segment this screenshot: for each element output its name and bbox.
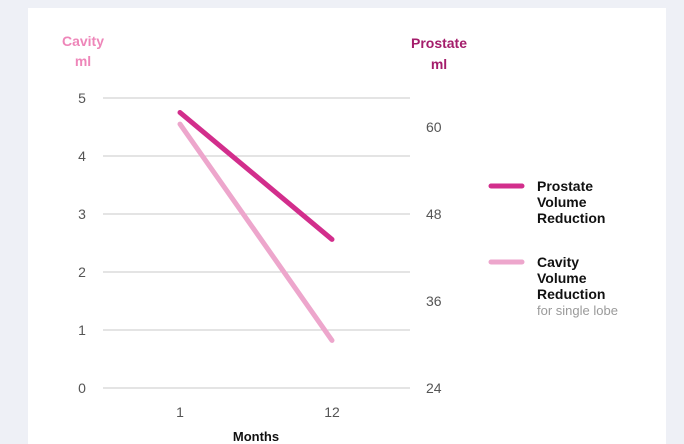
chart-card <box>28 8 666 444</box>
left-tick-label-3: 3 <box>78 206 86 222</box>
legend-label-1-line-1: Prostate <box>537 178 593 194</box>
right-axis-title-line-2: ml <box>431 56 447 72</box>
right-tick-label-48: 48 <box>426 206 442 222</box>
legend-label-1-line-2: Volume <box>537 194 587 210</box>
series-line-2 <box>177 121 335 343</box>
legend-label-2-line-1: Cavity <box>537 254 579 270</box>
left-tick-label-1: 1 <box>78 322 86 338</box>
x-axis-title: Months <box>233 429 279 444</box>
legend-label-2-line-3: Reduction <box>537 286 605 302</box>
left-tick-label-0: 0 <box>78 380 86 396</box>
legend-note-2: for single lobe <box>537 303 618 318</box>
left-tick-label-5: 5 <box>78 90 86 106</box>
left-axis-title-line-2: ml <box>75 53 91 69</box>
x-tick-label-12: 12 <box>324 404 340 420</box>
legend-label-2-line-2: Volume <box>537 270 587 286</box>
left-tick-label-2: 2 <box>78 264 86 280</box>
legend-label-1-line-3: Reduction <box>537 210 605 226</box>
right-tick-label-60: 60 <box>426 119 442 135</box>
x-tick-label-1: 1 <box>176 404 184 420</box>
right-axis-title-line-1: Prostate <box>411 35 467 51</box>
left-axis-title-line-1: Cavity <box>62 33 104 49</box>
series-line-1 <box>177 110 335 242</box>
left-tick-label-4: 4 <box>78 148 86 164</box>
right-tick-label-36: 36 <box>426 293 442 309</box>
right-tick-label-24: 24 <box>426 380 442 396</box>
